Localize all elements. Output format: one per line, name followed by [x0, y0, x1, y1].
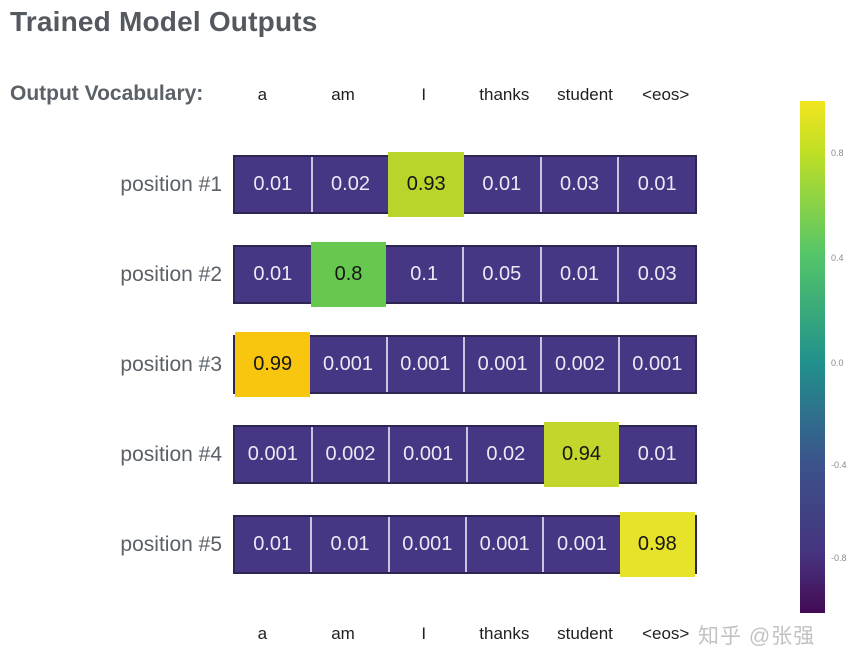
prob-cell: 0.001	[542, 517, 620, 572]
prob-cell-highlight: 0.99	[235, 332, 311, 397]
vocab-label: am	[331, 85, 355, 104]
colorbar-tick: 0.0	[831, 358, 844, 368]
prob-cell-highlight: 0.94	[543, 422, 620, 487]
prob-cell: 0.01	[464, 157, 540, 212]
prob-cell: 0.001	[462, 337, 541, 392]
prob-cell: 0.01	[617, 157, 696, 212]
colorbar-gradient	[800, 101, 825, 613]
vocab-label: student	[557, 85, 613, 104]
colorbar-tick: 0.4	[831, 253, 844, 263]
vocab-footer-row: a am I thanks student <eos>	[222, 624, 706, 644]
prob-cell: 0.03	[539, 157, 618, 212]
vocab-label: am	[331, 624, 355, 643]
prob-cell: 0.002	[540, 337, 618, 392]
prob-cell: 0.001	[385, 337, 463, 392]
colorbar-tick: -0.8	[831, 553, 847, 563]
row-label-position-5: position #5	[120, 532, 222, 556]
prob-cell: 0.001	[310, 337, 386, 392]
vocab-label: a	[257, 624, 268, 643]
prob-cell-highlight: 0.93	[388, 152, 465, 217]
page-title: Trained Model Outputs	[10, 6, 318, 37]
vocab-label: I	[421, 624, 427, 643]
probability-row-2: 0.01 0.8 0.1 0.05 0.01 0.03	[233, 242, 697, 307]
output-vocabulary-label: Output Vocabulary:	[10, 82, 204, 105]
vocab-label: thanks	[479, 85, 530, 104]
row-label-position-2: position #2	[120, 262, 222, 286]
probability-row-4: 0.001 0.002 0.001 0.02 0.94 0.01	[233, 422, 697, 487]
prob-cell: 0.001	[617, 337, 695, 392]
row-label-position-1: position #1	[120, 172, 222, 196]
prob-cell: 0.01	[235, 157, 311, 212]
prob-cell: 0.002	[310, 427, 389, 482]
vocab-label: <eos>	[642, 624, 690, 643]
prob-cell: 0.01	[539, 247, 618, 302]
row-label-position-3: position #3	[120, 352, 222, 376]
prob-cell: 0.1	[386, 247, 463, 302]
prob-cell: 0.01	[235, 247, 311, 302]
prob-cell: 0.001	[235, 427, 311, 482]
prob-cell: 0.01	[310, 517, 388, 572]
probability-row-1: 0.01 0.02 0.93 0.01 0.03 0.01	[233, 152, 697, 217]
prob-cell-highlight: 0.98	[619, 512, 695, 577]
prob-cell: 0.001	[388, 427, 467, 482]
row-label-position-4: position #4	[120, 442, 222, 466]
vocab-label: student	[557, 624, 613, 643]
prob-cell: 0.03	[617, 247, 696, 302]
prob-cell-highlight: 0.8	[310, 242, 387, 307]
vocab-label: I	[421, 85, 427, 104]
watermark: 知乎 @张强	[698, 625, 816, 648]
colorbar-tick: 0.8	[831, 148, 844, 158]
prob-cell: 0.001	[464, 517, 543, 572]
vocab-label: thanks	[479, 624, 530, 643]
prob-cell: 0.02	[466, 427, 544, 482]
prob-cell: 0.01	[235, 517, 311, 572]
vocab-label: <eos>	[642, 85, 690, 104]
vocab-header-row: a am I thanks student <eos>	[222, 85, 706, 105]
colorbar-tick: -0.4	[831, 460, 847, 470]
prob-cell: 0.01	[619, 427, 696, 482]
prob-cell: 0.02	[310, 157, 389, 212]
prob-cell: 0.05	[462, 247, 540, 302]
probability-row-5: 0.01 0.01 0.001 0.001 0.001 0.98	[233, 512, 697, 577]
probability-row-3: 0.99 0.001 0.001 0.001 0.002 0.001	[233, 332, 697, 397]
vocab-label: a	[257, 85, 268, 104]
prob-cell: 0.001	[387, 517, 465, 572]
